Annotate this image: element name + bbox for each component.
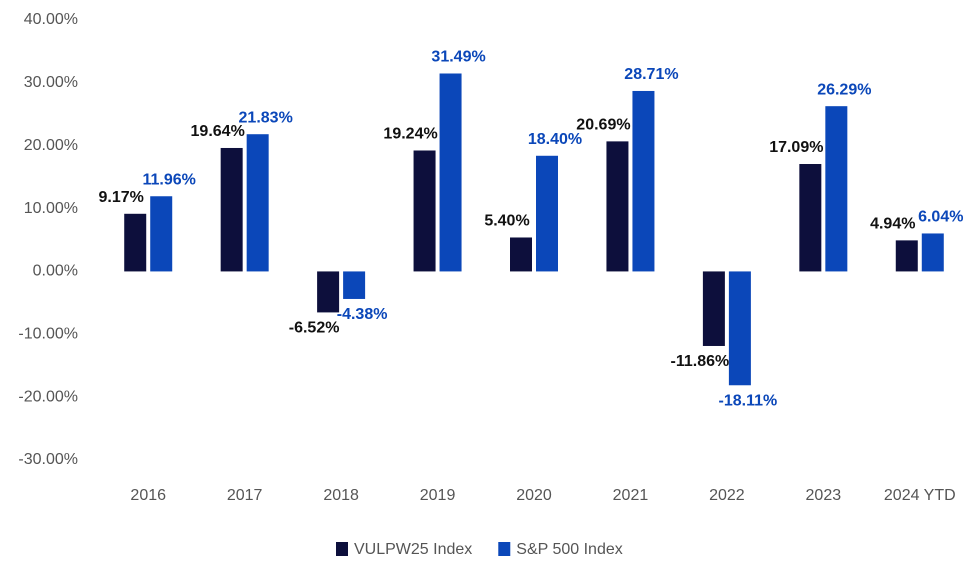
- value-label: 28.71%: [624, 66, 678, 83]
- y-tick-label: 0.00%: [33, 263, 78, 280]
- value-label: 21.83%: [239, 109, 293, 126]
- bar: [632, 90, 655, 272]
- bar: [439, 73, 462, 272]
- value-label: -6.52%: [289, 320, 340, 337]
- bar: [124, 213, 147, 272]
- value-label: 17.09%: [769, 139, 823, 156]
- y-tick-label: -20.00%: [18, 388, 78, 405]
- x-tick-label: 2017: [227, 487, 263, 504]
- bar: [606, 141, 629, 272]
- value-label: 19.24%: [383, 126, 437, 143]
- bar: [728, 271, 751, 386]
- x-tick-label: 2016: [130, 487, 166, 504]
- x-tick-label: 2024 YTD: [884, 487, 956, 504]
- legend-swatch: [498, 542, 511, 556]
- x-tick-label: 2018: [323, 487, 359, 504]
- legend-label: S&P 500 Index: [516, 541, 622, 558]
- value-label: 5.40%: [484, 213, 529, 230]
- bar: [317, 271, 340, 313]
- x-tick-label: 2023: [806, 487, 842, 504]
- bar: [799, 164, 822, 272]
- y-tick-label: 40.00%: [24, 11, 78, 28]
- x-tick-label: 2019: [420, 487, 456, 504]
- value-label: -4.38%: [337, 306, 388, 323]
- value-label: 26.29%: [817, 81, 871, 98]
- bar: [413, 150, 436, 272]
- y-tick-label: 10.00%: [24, 200, 78, 217]
- value-label: -18.11%: [719, 392, 778, 409]
- value-label: 6.04%: [918, 209, 963, 226]
- bar: [536, 155, 558, 272]
- value-label: 31.49%: [431, 49, 485, 66]
- value-label: 19.64%: [191, 123, 245, 140]
- bar: [343, 271, 366, 299]
- bar: [246, 134, 269, 272]
- bar: [921, 233, 944, 272]
- x-tick-label: 2020: [516, 487, 552, 504]
- bar: [895, 240, 918, 272]
- bar: [702, 271, 725, 346]
- value-label: 9.17%: [99, 189, 144, 206]
- y-tick-label: -10.00%: [18, 326, 78, 343]
- bar: [220, 147, 243, 272]
- legend-swatch: [336, 542, 348, 556]
- value-label: 4.94%: [870, 216, 915, 233]
- bar: [825, 106, 848, 272]
- x-tick-label: 2021: [613, 487, 649, 504]
- legend-label: VULPW25 Index: [354, 541, 472, 558]
- value-label: 20.69%: [576, 117, 630, 134]
- value-label: 11.96%: [143, 171, 196, 188]
- y-tick-label: 20.00%: [24, 137, 78, 154]
- x-tick-label: 2022: [709, 487, 745, 504]
- y-tick-label: 30.00%: [24, 74, 78, 91]
- bar: [150, 196, 173, 272]
- y-tick-label: -30.00%: [18, 451, 78, 468]
- bar: [510, 237, 532, 272]
- value-label: 18.40%: [528, 131, 582, 148]
- value-label: -11.86%: [671, 353, 730, 370]
